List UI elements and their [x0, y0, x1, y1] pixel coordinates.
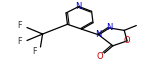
- Text: F: F: [17, 21, 21, 30]
- Text: N: N: [76, 2, 82, 11]
- Text: F: F: [17, 37, 21, 46]
- Text: F: F: [33, 47, 37, 56]
- Text: N: N: [96, 30, 102, 39]
- Text: N: N: [106, 23, 112, 32]
- Text: O: O: [124, 36, 130, 45]
- Text: O: O: [96, 52, 103, 61]
